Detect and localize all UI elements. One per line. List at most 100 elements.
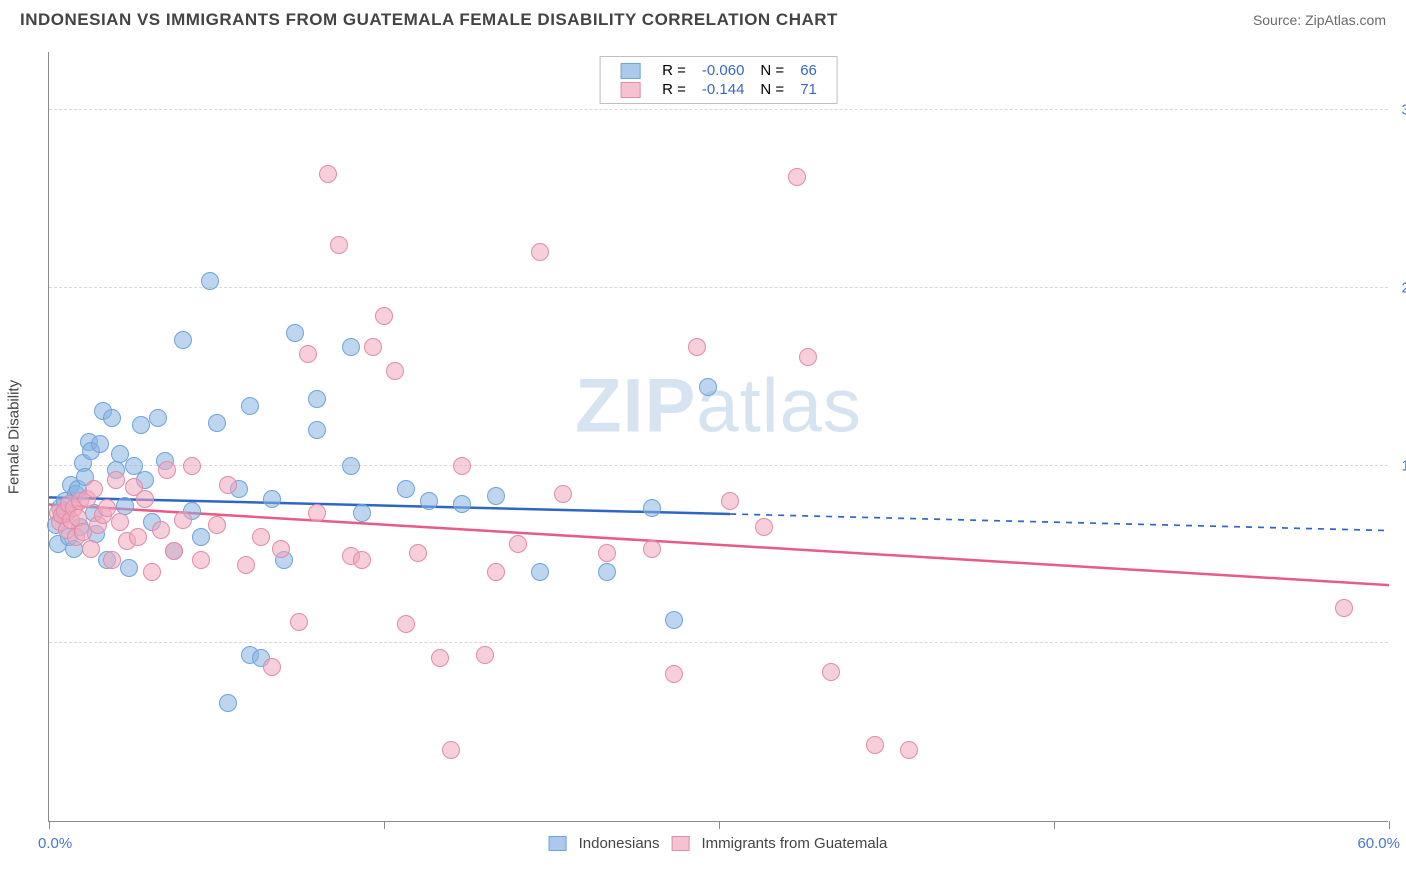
legend-swatch bbox=[620, 82, 640, 98]
scatter-point bbox=[149, 409, 167, 427]
scatter-point bbox=[375, 307, 393, 325]
gridline bbox=[49, 465, 1388, 466]
gridline bbox=[49, 109, 1388, 110]
scatter-point bbox=[665, 665, 683, 683]
y-tick-label: 30.0% bbox=[1401, 102, 1406, 119]
scatter-point bbox=[643, 540, 661, 558]
scatter-point bbox=[822, 663, 840, 681]
scatter-point bbox=[353, 551, 371, 569]
legend-R-value: -0.060 bbox=[694, 61, 753, 80]
scatter-point bbox=[431, 649, 449, 667]
scatter-point bbox=[174, 331, 192, 349]
scatter-point bbox=[272, 540, 290, 558]
legend-N-label: N = bbox=[752, 80, 792, 99]
scatter-point bbox=[531, 563, 549, 581]
scatter-point bbox=[688, 338, 706, 356]
legend-swatch bbox=[672, 836, 690, 851]
gridline bbox=[49, 287, 1388, 288]
legend-N-value: 66 bbox=[792, 61, 825, 80]
x-tick-last: 60.0% bbox=[1357, 835, 1400, 852]
legend-swatch bbox=[549, 836, 567, 851]
x-tick bbox=[49, 821, 50, 829]
scatter-point bbox=[241, 397, 259, 415]
scatter-point bbox=[98, 499, 116, 517]
legend-label: Immigrants from Guatemala bbox=[702, 835, 888, 852]
scatter-point bbox=[442, 741, 460, 759]
scatter-point bbox=[487, 487, 505, 505]
scatter-point bbox=[1335, 599, 1353, 617]
scatter-point bbox=[252, 528, 270, 546]
scatter-point bbox=[531, 243, 549, 261]
scatter-point bbox=[174, 511, 192, 529]
legend-series: IndonesiansImmigrants from Guatemala bbox=[543, 834, 894, 852]
scatter-point bbox=[192, 551, 210, 569]
scatter-point bbox=[554, 485, 572, 503]
x-tick bbox=[1389, 821, 1390, 829]
chart-area: ZIPatlas R =-0.060N =66R =-0.144N =71 7.… bbox=[48, 52, 1388, 822]
scatter-point bbox=[364, 338, 382, 356]
scatter-point bbox=[219, 694, 237, 712]
plot-region: ZIPatlas R =-0.060N =66R =-0.144N =71 7.… bbox=[48, 52, 1388, 822]
scatter-point bbox=[208, 414, 226, 432]
scatter-point bbox=[755, 518, 773, 536]
scatter-point bbox=[799, 348, 817, 366]
gridline bbox=[49, 642, 1388, 643]
scatter-point bbox=[643, 499, 661, 517]
scatter-point bbox=[453, 495, 471, 513]
watermark: ZIPatlas bbox=[575, 362, 862, 449]
scatter-point bbox=[183, 457, 201, 475]
scatter-point bbox=[290, 613, 308, 631]
scatter-point bbox=[721, 492, 739, 510]
chart-header: INDONESIAN VS IMMIGRANTS FROM GUATEMALA … bbox=[0, 0, 1406, 36]
scatter-point bbox=[165, 542, 183, 560]
scatter-point bbox=[598, 544, 616, 562]
chart-title: INDONESIAN VS IMMIGRANTS FROM GUATEMALA … bbox=[20, 10, 838, 30]
scatter-point bbox=[319, 165, 337, 183]
scatter-point bbox=[111, 513, 129, 531]
scatter-point bbox=[143, 563, 161, 581]
scatter-point bbox=[420, 492, 438, 510]
scatter-point bbox=[487, 563, 505, 581]
scatter-point bbox=[103, 409, 121, 427]
scatter-point bbox=[263, 490, 281, 508]
scatter-point bbox=[342, 457, 360, 475]
scatter-point bbox=[132, 416, 150, 434]
legend-stats: R =-0.060N =66R =-0.144N =71 bbox=[599, 56, 838, 104]
y-tick-label: 15.0% bbox=[1401, 457, 1406, 474]
scatter-point bbox=[107, 471, 125, 489]
scatter-point bbox=[330, 236, 348, 254]
y-tick-label: 22.5% bbox=[1401, 279, 1406, 296]
scatter-point bbox=[91, 435, 109, 453]
x-tick-first: 0.0% bbox=[38, 835, 72, 852]
scatter-point bbox=[665, 611, 683, 629]
legend-N-label: N = bbox=[752, 61, 792, 80]
scatter-point bbox=[453, 457, 471, 475]
scatter-point bbox=[342, 338, 360, 356]
legend-N-value: 71 bbox=[792, 80, 825, 99]
x-tick bbox=[719, 821, 720, 829]
scatter-point bbox=[263, 658, 281, 676]
scatter-point bbox=[386, 362, 404, 380]
scatter-point bbox=[788, 168, 806, 186]
scatter-point bbox=[866, 736, 884, 754]
y-axis-title: Female Disability bbox=[6, 380, 23, 494]
scatter-point bbox=[598, 563, 616, 581]
scatter-point bbox=[136, 490, 154, 508]
scatter-point bbox=[158, 461, 176, 479]
scatter-point bbox=[129, 528, 147, 546]
scatter-point bbox=[237, 556, 255, 574]
scatter-point bbox=[299, 345, 317, 363]
x-tick bbox=[384, 821, 385, 829]
scatter-point bbox=[353, 504, 371, 522]
legend-R-value: -0.144 bbox=[694, 80, 753, 99]
legend-swatch bbox=[620, 63, 640, 79]
scatter-point bbox=[120, 559, 138, 577]
scatter-point bbox=[219, 476, 237, 494]
scatter-point bbox=[103, 551, 121, 569]
scatter-point bbox=[286, 324, 304, 342]
scatter-point bbox=[397, 615, 415, 633]
scatter-point bbox=[397, 480, 415, 498]
scatter-point bbox=[409, 544, 427, 562]
scatter-point bbox=[308, 390, 326, 408]
scatter-point bbox=[476, 646, 494, 664]
